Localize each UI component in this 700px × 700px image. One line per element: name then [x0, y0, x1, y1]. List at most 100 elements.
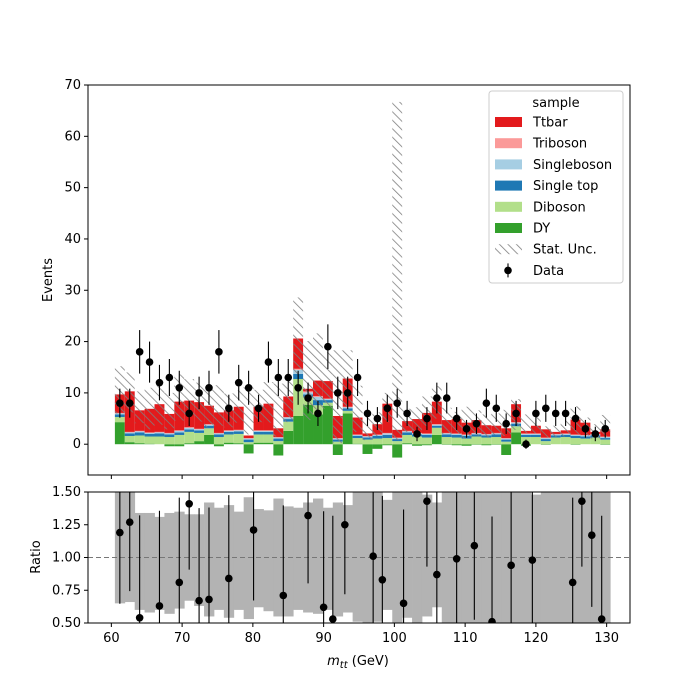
bar [243, 439, 254, 443]
data-point [601, 425, 610, 433]
bar [124, 436, 135, 443]
bar [332, 444, 343, 455]
bar [382, 434, 393, 439]
bar [372, 438, 383, 445]
ratio-point [452, 555, 461, 563]
bar [451, 444, 462, 446]
data-point [254, 404, 263, 413]
ratio-point [341, 520, 349, 529]
ratio-point [488, 617, 496, 623]
bar [134, 435, 145, 444]
x-tick-label: 70 [174, 631, 191, 646]
bar [273, 444, 284, 456]
bar [431, 434, 442, 445]
data-point [175, 383, 184, 392]
bar [600, 438, 611, 440]
bar [154, 436, 165, 445]
bar [471, 434, 482, 437]
bar [174, 444, 185, 447]
ratio-band [511, 492, 522, 623]
ratio-point [195, 596, 203, 605]
legend-swatch [495, 180, 522, 191]
bar [223, 434, 234, 443]
bar [540, 437, 551, 439]
unc-band [134, 391, 145, 424]
bar [263, 442, 274, 445]
bar [421, 434, 432, 438]
bar [273, 437, 284, 439]
bar [134, 431, 145, 433]
bar [243, 438, 254, 440]
data-point [116, 399, 124, 407]
bar [263, 431, 274, 435]
bar [233, 433, 244, 444]
bar [421, 433, 432, 435]
bar [144, 432, 155, 434]
y-tick-label: 70 [64, 78, 81, 93]
ratio-point [329, 615, 337, 623]
ratio-y-tick-label: 1.25 [52, 518, 81, 533]
data-point [215, 348, 223, 356]
bar [521, 433, 531, 435]
bar [194, 428, 205, 430]
bar [540, 444, 551, 445]
bar [491, 437, 502, 445]
bar [184, 427, 195, 430]
bar [570, 436, 581, 439]
ratio-band [570, 492, 581, 623]
legend-label: Triboson [532, 137, 587, 152]
ratio-band [402, 492, 413, 618]
bar [194, 430, 205, 433]
unc-band [491, 413, 502, 435]
bar [570, 434, 581, 436]
ratio-point [378, 575, 387, 584]
bar [124, 432, 135, 434]
unc-band [184, 379, 195, 418]
bar [491, 434, 502, 438]
bar [124, 442, 135, 445]
ratio-band [461, 492, 472, 623]
legend-label: DY [533, 222, 550, 237]
y-tick-label: 60 [64, 129, 81, 144]
bar [540, 438, 551, 440]
ratio-band [372, 492, 383, 622]
bar [451, 437, 462, 445]
bar [134, 432, 145, 436]
bar [342, 410, 353, 414]
ratio-ylabel: Ratio [29, 540, 44, 573]
ratio-band [332, 502, 344, 617]
bar [521, 434, 531, 438]
bar [134, 430, 145, 432]
ratio-point [433, 570, 441, 579]
unc-band [550, 425, 561, 438]
ratio-band [273, 498, 284, 617]
data-point [423, 414, 431, 423]
legend-swatch [495, 201, 522, 212]
ratio-band [501, 492, 512, 623]
ratio-point [205, 595, 213, 604]
data-point [393, 399, 402, 407]
x-tick-label: 110 [453, 631, 478, 646]
bar [313, 414, 323, 445]
ratio-band [412, 492, 423, 623]
bar [243, 442, 254, 445]
ratio-band [283, 506, 294, 617]
bar [392, 439, 403, 442]
ratio-y-tick-label: 0.50 [52, 616, 81, 631]
bar [134, 443, 145, 445]
bar [144, 443, 155, 445]
bar [213, 437, 224, 445]
bar [233, 430, 244, 432]
bar [580, 438, 591, 445]
data-point [363, 409, 372, 418]
bar [273, 438, 284, 442]
bar [501, 438, 512, 439]
bar [431, 427, 442, 435]
bar [342, 413, 353, 445]
data-point [442, 394, 451, 402]
bar [213, 432, 224, 434]
unc-band [362, 415, 373, 441]
bar [273, 441, 284, 445]
ratio-point [185, 499, 193, 508]
data-point [244, 383, 253, 392]
